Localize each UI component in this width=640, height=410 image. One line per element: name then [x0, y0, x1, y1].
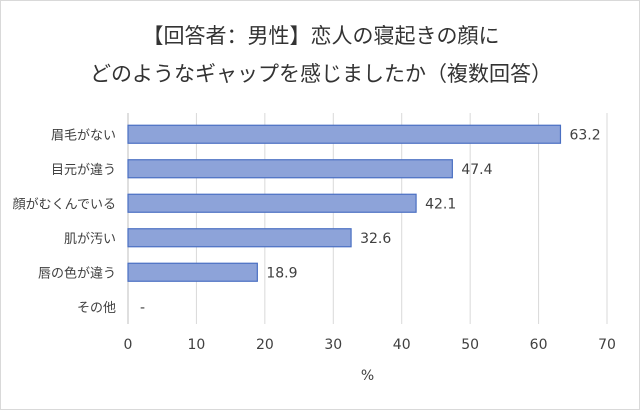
x-tick-label: 10 [188, 337, 206, 353]
data-label: 32.6 [360, 231, 391, 247]
data-label: - [140, 300, 145, 316]
chart-title-line-1: 【回答者：男性】恋人の寝起きの顔に [142, 24, 500, 48]
value-labels: 63.2 47.4 42.1 32.6 18.9 - [140, 127, 601, 316]
x-tick-label: 0 [124, 337, 133, 353]
bars [127, 124, 562, 282]
x-axis-label: % [361, 368, 374, 384]
x-tick-label: 70 [598, 337, 616, 353]
bar [127, 262, 258, 282]
grid-lines [127, 113, 608, 324]
category-label: 顔がむくんでいる [13, 197, 116, 212]
category-label: 目元が違う [51, 163, 116, 178]
data-label: 47.4 [461, 162, 492, 178]
x-tick-label: 50 [461, 337, 479, 353]
x-tick-label: 20 [256, 337, 274, 353]
data-label: 63.2 [569, 127, 600, 143]
bar [127, 228, 352, 248]
category-label: その他 [77, 301, 116, 316]
bar [127, 124, 562, 144]
bar [127, 193, 417, 213]
data-label: 42.1 [425, 196, 456, 212]
data-label: 18.9 [266, 265, 297, 281]
bar [127, 159, 453, 179]
chart-title-line-2: どのようなギャップを感じましたか（複数回答） [90, 62, 552, 86]
category-label: 眉毛がない [51, 128, 116, 143]
x-tick-labels: 0 10 20 30 40 50 60 70 [124, 337, 616, 353]
category-label: 肌が汚い [64, 232, 116, 247]
x-tick-label: 60 [530, 337, 548, 353]
chart-title: 【回答者：男性】恋人の寝起きの顔に どのようなギャップを感じましたか（複数回答） [1, 17, 640, 93]
x-tick-label: 40 [393, 337, 411, 353]
x-tick-label: 30 [324, 337, 342, 353]
category-label: 唇の色が違う [38, 265, 116, 281]
